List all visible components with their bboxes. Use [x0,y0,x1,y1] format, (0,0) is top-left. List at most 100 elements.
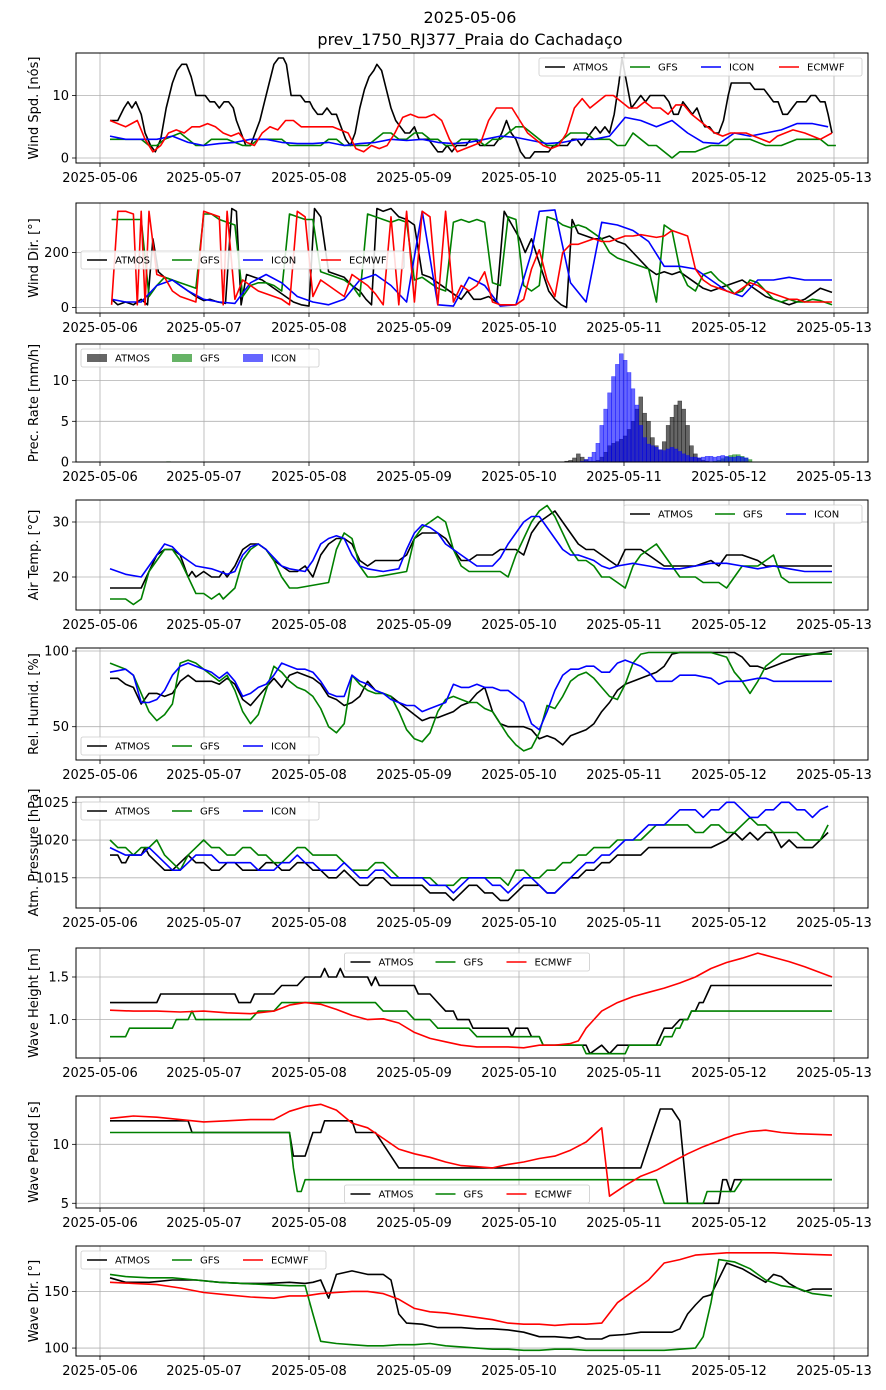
x-tick-label: 2025-05-12 [691,768,767,783]
bar-icon [592,452,596,462]
x-tick-label: 2025-05-11 [586,470,662,485]
x-tick-label: 2025-05-09 [376,618,452,633]
bar-icon [631,389,635,462]
x-tick-label: 2025-05-13 [796,1364,872,1379]
x-tick-label: 2025-05-06 [62,916,138,931]
x-tick-label: 2025-05-12 [691,1216,767,1231]
y-tick-label: 30 [52,516,69,531]
x-tick-label: 2025-05-07 [166,171,242,186]
x-tick-label: 2025-05-10 [481,618,557,633]
bar-icon [588,457,592,462]
x-tick-label: 2025-05-10 [481,321,557,336]
bar-icon [697,458,701,462]
x-tick-label: 2025-05-09 [376,1066,452,1081]
x-tick-label: 2025-05-08 [271,470,347,485]
legend-label-atmos: ATMOS [573,63,608,74]
bar-icon [635,405,639,462]
legend: ATMOS GFS ECMWF [345,1185,590,1203]
bar-icon [662,451,666,462]
x-tick-label: 2025-05-07 [166,1364,242,1379]
bar-icon [666,449,670,462]
y-tick-label: 10 [52,89,69,104]
bar-icon [740,457,744,462]
x-tick-label: 2025-05-13 [796,1216,872,1231]
bar-icon [693,457,697,462]
bar-icon [686,455,690,462]
panel-atm_pressure: 2025-05-06 2025-05-07 2025-05-08 2025-05-09… [27,789,872,931]
x-tick-label: 2025-05-12 [691,470,767,485]
y-tick-label: 150 [44,1285,69,1300]
legend-label-ecmwf: ECMWF [807,63,845,74]
x-tick-label: 2025-05-11 [586,321,662,336]
x-tick-label: 2025-05-08 [271,171,347,186]
panel-wave_period: 2025-05-06 2025-05-07 2025-05-08 2025-05-09… [27,1096,872,1231]
panel-wave_dir: 2025-05-06 2025-05-07 2025-05-08 2025-05-09… [27,1246,872,1379]
y-tick-label: 50 [52,720,69,735]
x-tick-label: 2025-05-07 [166,1216,242,1231]
bar-icon [654,447,658,462]
legend: ATMOS GFS ICON ECMWF [81,251,404,269]
bar-icon [651,446,655,462]
x-tick-label: 2025-05-13 [796,321,872,336]
x-tick-label: 2025-05-11 [586,618,662,633]
bar-icon [647,444,651,462]
bar-icon [604,409,608,462]
figure-title-date: 2025-05-06 [424,8,517,27]
legend-label-gfs: GFS [464,958,484,969]
y-axis-label: Wave Height [m] [27,948,42,1058]
bar-icon [611,377,615,462]
y-axis-label: Prec. Rate [mm/h] [27,344,42,462]
x-tick-label: 2025-05-09 [376,171,452,186]
x-tick-label: 2025-05-08 [271,321,347,336]
legend-label-atmos: ATMOS [115,1256,150,1267]
x-tick-label: 2025-05-10 [481,1364,557,1379]
x-tick-label: 2025-05-07 [166,1066,242,1081]
bar-icon [725,456,729,462]
x-tick-label: 2025-05-12 [691,321,767,336]
panel-wind_spd: 2025-05-06 2025-05-07 2025-05-08 2025-05-09… [27,53,872,186]
legend-label-gfs: GFS [200,742,220,753]
bar-icon [639,425,643,462]
x-tick-label: 2025-05-10 [481,768,557,783]
legend: ATMOS GFS ICON ECMWF [539,58,862,76]
bar-icon [732,457,736,462]
y-tick-label: 5 [61,415,69,430]
x-tick-label: 2025-05-11 [586,1364,662,1379]
x-tick-label: 2025-05-11 [586,768,662,783]
bar-icon [596,443,600,462]
x-tick-label: 2025-05-11 [586,1066,662,1081]
legend: ATMOS GFS ECMWF [81,1251,326,1269]
legend-label-gfs: GFS [200,354,220,365]
legend-label-gfs: GFS [743,510,763,521]
bar-icon [705,456,709,462]
bar-icon [643,438,647,462]
y-axis-label: Wave Period [s] [27,1101,42,1202]
y-tick-label: 1.0 [48,1013,69,1028]
x-tick-label: 2025-05-13 [796,470,872,485]
legend-label-icon: ICON [271,742,296,753]
legend-label-atmos: ATMOS [115,807,150,818]
bar-icon [709,456,713,462]
x-tick-label: 2025-05-09 [376,1216,452,1231]
y-tick-label: 5 [61,1197,69,1212]
bar-icon [600,425,604,462]
x-tick-label: 2025-05-10 [481,470,557,485]
bar-icon [690,457,694,462]
x-tick-label: 2025-05-12 [691,1066,767,1081]
x-tick-label: 2025-05-13 [796,618,872,633]
x-tick-label: 2025-05-12 [691,618,767,633]
bar-icon [678,451,682,462]
x-tick-label: 2025-05-08 [271,916,347,931]
bar-atmos [572,458,576,462]
y-tick-label: 20 [52,571,69,586]
x-tick-label: 2025-05-08 [271,1066,347,1081]
x-tick-label: 2025-05-10 [481,1066,557,1081]
y-axis-label: Wind Spd. [nós] [27,57,42,160]
chart-panels: 2025-05-06 2025-05-07 2025-05-08 2025-05-09… [27,53,872,1379]
x-tick-label: 2025-05-06 [62,1216,138,1231]
bar-icon [729,457,733,462]
legend: ATMOS GFS ICON [81,802,319,820]
y-axis-label: Atm. Pressure [hPa] [27,789,42,917]
x-tick-label: 2025-05-08 [271,768,347,783]
legend-label-gfs: GFS [200,1256,220,1267]
